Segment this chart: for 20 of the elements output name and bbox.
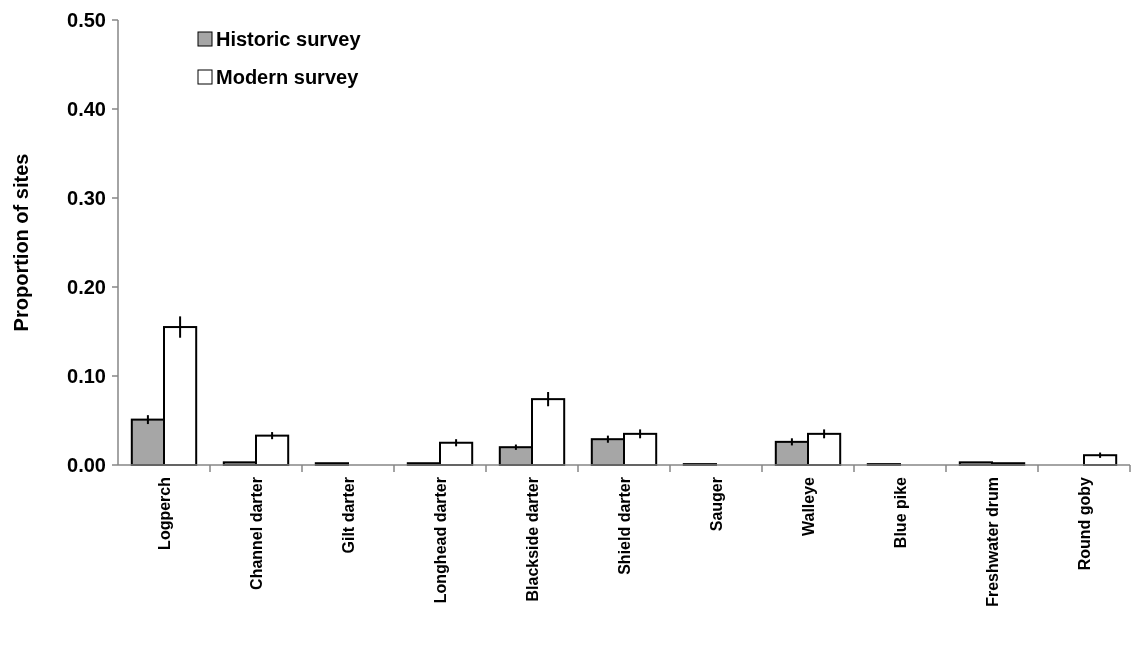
legend-label: Modern survey [216,66,360,88]
x-tick-label: Sauger [707,477,725,532]
y-tick-label: 0.30 [67,187,106,209]
x-tick-label: Logperch [155,477,173,550]
y-tick-label: 0.00 [67,454,106,476]
x-tick-label: Blackside darter [523,477,541,602]
x-tick-label: Blue pike [891,476,909,549]
y-axis-title: Proportion of sites [10,153,32,332]
y-tick-label: 0.50 [67,9,106,31]
y-tick-label: 0.10 [67,365,106,387]
x-tick-label: Longhead darter [431,477,449,604]
x-tick-label: Gilt darter [339,477,357,554]
x-tick-label: Freshwater drum [983,477,1001,607]
y-tick-label: 0.20 [67,276,106,298]
legend-label: Historic survey [216,28,362,50]
x-tick-label: Shield darter [615,477,633,575]
x-tick-label: Channel darter [247,477,265,590]
y-tick-label: 0.40 [67,98,106,120]
x-tick-label: Round goby [1075,476,1093,571]
x-tick-label: Walleye [799,476,817,536]
